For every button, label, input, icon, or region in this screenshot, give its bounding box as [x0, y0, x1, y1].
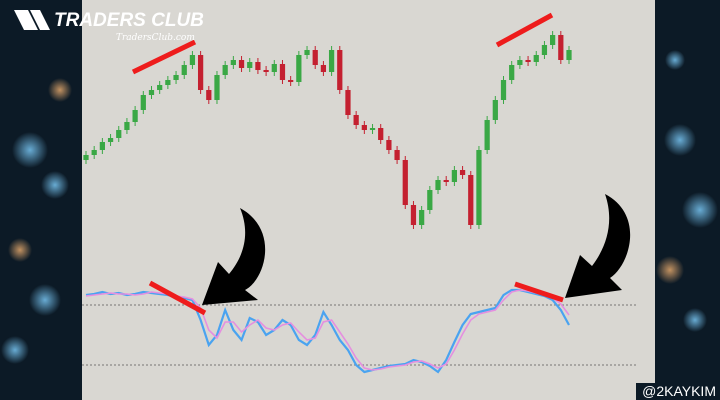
brand-subtitle: TradersClub.com: [116, 33, 195, 43]
candle-body: [541, 45, 548, 55]
candle-body: [386, 140, 392, 150]
candle-body: [247, 62, 253, 68]
candle-body: [533, 55, 539, 62]
divergence-line: [495, 12, 554, 48]
candle-body: [157, 85, 163, 90]
candle-body: [369, 128, 376, 130]
candle-body: [394, 150, 400, 160]
candle-body: [492, 100, 498, 120]
candle-body: [99, 142, 105, 150]
candle-body: [320, 65, 327, 72]
candle-body: [263, 70, 269, 72]
candle-body: [435, 180, 441, 190]
candle-body: [107, 138, 114, 142]
divergence-line: [131, 39, 197, 75]
candle-body: [189, 55, 196, 65]
candle-body: [271, 64, 277, 72]
candle-body: [140, 95, 146, 110]
candle-body: [206, 90, 212, 100]
candle-body: [296, 55, 302, 82]
candle-body: [550, 35, 556, 45]
candle-body: [509, 65, 515, 80]
candle-body: [173, 75, 179, 80]
candle-body: [181, 65, 187, 75]
candle-body: [197, 55, 204, 90]
candle-body: [345, 90, 351, 115]
chart-panel: [82, 0, 655, 400]
candle-body: [337, 50, 343, 90]
candle-body: [124, 122, 130, 130]
candle-body: [419, 210, 425, 225]
candle-body: [558, 35, 564, 60]
candle-body: [328, 50, 335, 72]
candle-body: [132, 110, 138, 122]
candle-body: [222, 65, 228, 75]
candle-body: [279, 64, 286, 80]
candle-body: [468, 175, 474, 225]
watermark-bg: [636, 383, 720, 400]
candle-body: [427, 190, 433, 210]
logo-icon: [14, 10, 50, 30]
candle-body: [525, 60, 531, 62]
candle-body: [378, 128, 384, 140]
logo: TRADERS CLUB TradersClub.com: [14, 10, 204, 43]
candle-body: [353, 115, 359, 125]
candle-body: [402, 160, 408, 205]
candle-body: [288, 80, 294, 82]
candle-body: [500, 80, 507, 100]
candle-body: [91, 150, 97, 155]
arrow: [202, 208, 266, 305]
annotations: [131, 12, 631, 316]
candle-body: [230, 60, 236, 65]
divergence-line: [148, 280, 207, 316]
candle-body: [148, 90, 155, 95]
candle-body: [165, 80, 171, 85]
candle-body: [459, 170, 466, 175]
candle-body: [443, 180, 449, 182]
divergence-line: [514, 281, 564, 303]
arrow: [565, 194, 631, 298]
candle-body: [517, 60, 523, 65]
candle-body: [238, 60, 245, 68]
candle-body: [410, 205, 417, 225]
candle-body: [116, 130, 122, 138]
candle-body: [566, 50, 572, 60]
candle-body: [83, 155, 89, 160]
candle-body: [255, 62, 261, 70]
brand-title: TRADERS CLUB: [54, 10, 204, 31]
candle-body: [476, 150, 482, 225]
candle-body: [312, 50, 318, 65]
candle-body: [484, 120, 490, 150]
watermark: @2KAYKIM: [642, 383, 716, 399]
candle-body: [304, 50, 310, 55]
candle-body: [361, 125, 367, 130]
candle-body: [214, 75, 220, 100]
candle-body: [451, 170, 458, 182]
